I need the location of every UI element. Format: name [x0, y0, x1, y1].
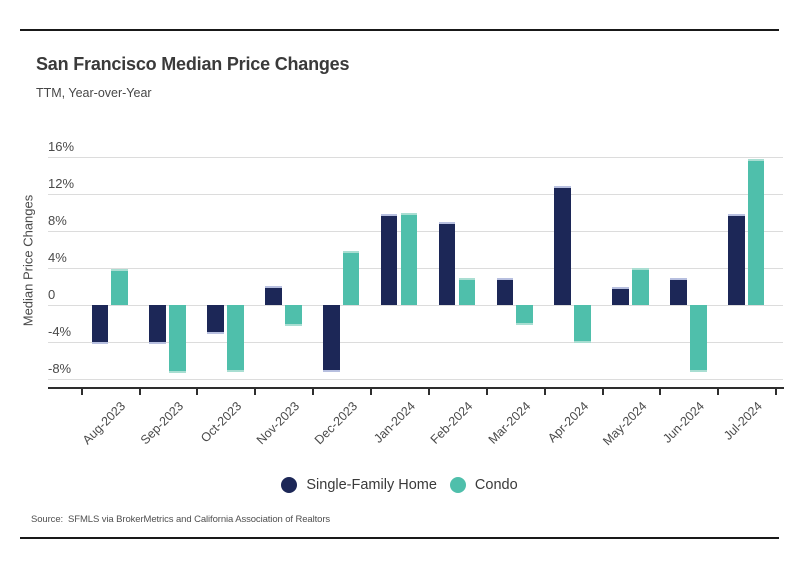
- x-tick-2: [196, 389, 199, 395]
- bar-condo-sep-2023: [169, 305, 186, 373]
- bar-condo-jan-2024: [400, 213, 418, 306]
- x-axis-label-jun-2024: Jun-2024: [660, 399, 708, 446]
- legend-item-single-family-home: Single-Family Home: [281, 477, 437, 493]
- y-tick-label-12-: 12%: [48, 176, 75, 192]
- x-tick-11: [717, 389, 720, 395]
- legend-item-condo: Condo: [449, 477, 518, 493]
- y-tick-label-0: 0: [48, 286, 56, 302]
- bar-condo-oct-2023: [227, 305, 244, 372]
- x-axis-label-apr-2024: Apr-2024: [545, 399, 592, 446]
- x-axis-label-sep-2023: Sep-2023: [138, 399, 187, 448]
- y-axis-title: Median Price Changes: [20, 194, 36, 327]
- x-axis-label-mar-2024: Mar-2024: [485, 399, 534, 447]
- x-tick-4: [312, 389, 315, 395]
- x-tick-8: [543, 389, 546, 395]
- x-tick-5: [370, 389, 373, 395]
- source-label: Source:: [31, 514, 64, 525]
- bar-single-family-home-nov-2023: [265, 285, 282, 306]
- bar-condo-jul-2024: [747, 158, 765, 306]
- bar-single-family-home-oct-2023: [207, 305, 224, 334]
- source-text: SFMLS via BrokerMetrics and California A…: [68, 514, 331, 525]
- source-note: Source: SFMLS via BrokerMetrics and Calif…: [31, 514, 330, 525]
- condo-swatch: [449, 477, 466, 493]
- legend-label-condo: Condo: [474, 477, 518, 493]
- x-tick-0: [80, 389, 83, 395]
- bar-condo-mar-2024: [516, 305, 533, 325]
- bar-condo-jun-2024: [690, 305, 707, 372]
- x-tick-10: [659, 389, 662, 395]
- top-border-line: [20, 29, 779, 31]
- y-tick-label-16-: 16%: [48, 139, 75, 155]
- bar-single-family-home-feb-2024: [438, 222, 456, 306]
- bar-single-family-home-mar-2024: [496, 277, 514, 306]
- legend-label-single-family-home: Single-Family Home: [306, 477, 437, 493]
- bar-single-family-home-aug-2023: [91, 305, 109, 345]
- chart-subtitle: TTM, Year-over-Year: [36, 86, 152, 100]
- y-tick-label--4-: -4%: [48, 323, 72, 339]
- bar-single-family-home-jul-2024: [728, 213, 745, 306]
- chart-title: San Francisco Median Price Changes: [36, 54, 350, 74]
- bar-condo-apr-2024: [574, 305, 591, 344]
- x-tick-6: [427, 389, 430, 395]
- bar-condo-aug-2023: [111, 269, 128, 306]
- x-axis-label-dec-2023: Dec-2023: [311, 399, 361, 448]
- bar-single-family-home-apr-2024: [554, 186, 572, 306]
- y-tick-label--8-: -8%: [48, 360, 72, 376]
- bar-condo-may-2024: [632, 268, 649, 306]
- x-tick-9: [601, 389, 604, 395]
- gridline-16-: [48, 157, 783, 159]
- single-family-home-swatch: [281, 477, 298, 493]
- gridline-12-: [48, 194, 783, 196]
- x-axis-label-nov-2023: Nov-2023: [253, 399, 303, 448]
- bar-single-family-home-sep-2023: [149, 305, 166, 345]
- x-tick-1: [138, 389, 141, 395]
- x-axis-label-jul-2024: Jul-2024: [721, 399, 766, 443]
- x-tick-7: [485, 389, 488, 395]
- bar-single-family-home-jan-2024: [380, 213, 398, 306]
- y-tick-label-8-: 8%: [48, 213, 67, 228]
- legend: Single-Family Home Condo: [0, 477, 799, 493]
- bar-condo-nov-2023: [284, 305, 302, 326]
- x-axis-label-jan-2024: Jan-2024: [371, 399, 418, 446]
- x-axis-label-may-2024: May-2024: [600, 399, 650, 449]
- x-axis-label-oct-2023: Oct-2023: [198, 399, 245, 446]
- bottom-border-line: [20, 537, 779, 539]
- x-axis-label-aug-2023: Aug-2023: [80, 399, 129, 448]
- bar-single-family-home-dec-2023: [322, 305, 340, 372]
- x-tick-12: [775, 389, 778, 395]
- y-tick-label-4-: 4%: [48, 249, 67, 265]
- bar-condo-dec-2023: [342, 250, 360, 306]
- gridline--8-: [48, 378, 783, 380]
- bar-condo-feb-2024: [458, 277, 476, 306]
- gridline--4-: [48, 341, 783, 343]
- x-axis-line: [48, 386, 784, 389]
- x-tick-3: [254, 389, 257, 395]
- x-axis-label-feb-2024: Feb-2024: [428, 399, 476, 447]
- bar-single-family-home-may-2024: [612, 286, 629, 306]
- bar-single-family-home-jun-2024: [670, 277, 687, 306]
